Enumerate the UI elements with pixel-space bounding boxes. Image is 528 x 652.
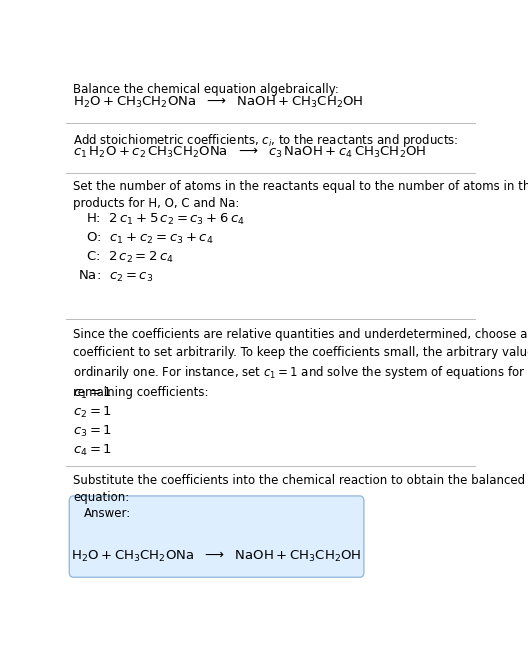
Text: $c_1 = 1$: $c_1 = 1$ bbox=[73, 385, 112, 400]
Text: Substitute the coefficients into the chemical reaction to obtain the balanced
eq: Substitute the coefficients into the che… bbox=[73, 474, 525, 505]
Text: Balance the chemical equation algebraically:: Balance the chemical equation algebraica… bbox=[73, 83, 340, 96]
Text: Set the number of atoms in the reactants equal to the number of atoms in the
pro: Set the number of atoms in the reactants… bbox=[73, 180, 528, 210]
Text: $c_4 = 1$: $c_4 = 1$ bbox=[73, 443, 112, 458]
Text: $\mathrm{H_2O + CH_3CH_2ONa}$  $\longrightarrow$  $\mathrm{NaOH + CH_3CH_2OH}$: $\mathrm{H_2O + CH_3CH_2ONa}$ $\longrigh… bbox=[71, 548, 362, 564]
Text: Since the coefficients are relative quantities and underdetermined, choose a
coe: Since the coefficients are relative quan… bbox=[73, 328, 528, 398]
Text: Add stoichiometric coefficients, $c_i$, to the reactants and products:: Add stoichiometric coefficients, $c_i$, … bbox=[73, 132, 459, 149]
Text: Answer:: Answer: bbox=[83, 507, 131, 520]
Text: $\mathrm{H_2O + CH_3CH_2ONa}$  $\longrightarrow$  $\mathrm{NaOH + CH_3CH_2OH}$: $\mathrm{H_2O + CH_3CH_2ONa}$ $\longrigh… bbox=[73, 95, 364, 110]
Text: Na: $\ c_2 = c_3$: Na: $\ c_2 = c_3$ bbox=[78, 269, 154, 284]
Text: $c_2 = 1$: $c_2 = 1$ bbox=[73, 404, 112, 420]
Text: $c_1\,\mathrm{H_2O} + c_2\,\mathrm{CH_3CH_2ONa}$  $\longrightarrow$  $c_3\,\math: $c_1\,\mathrm{H_2O} + c_2\,\mathrm{CH_3C… bbox=[73, 145, 427, 160]
Text: H: $\ 2\,c_1 + 5\,c_2 = c_3 + 6\,c_4$: H: $\ 2\,c_1 + 5\,c_2 = c_3 + 6\,c_4$ bbox=[86, 212, 244, 227]
Text: C: $\ 2\,c_2 = 2\,c_4$: C: $\ 2\,c_2 = 2\,c_4$ bbox=[86, 250, 174, 265]
Text: O: $\ c_1 + c_2 = c_3 + c_4$: O: $\ c_1 + c_2 = c_3 + c_4$ bbox=[86, 231, 213, 246]
FancyBboxPatch shape bbox=[69, 496, 364, 577]
Text: $c_3 = 1$: $c_3 = 1$ bbox=[73, 424, 112, 439]
